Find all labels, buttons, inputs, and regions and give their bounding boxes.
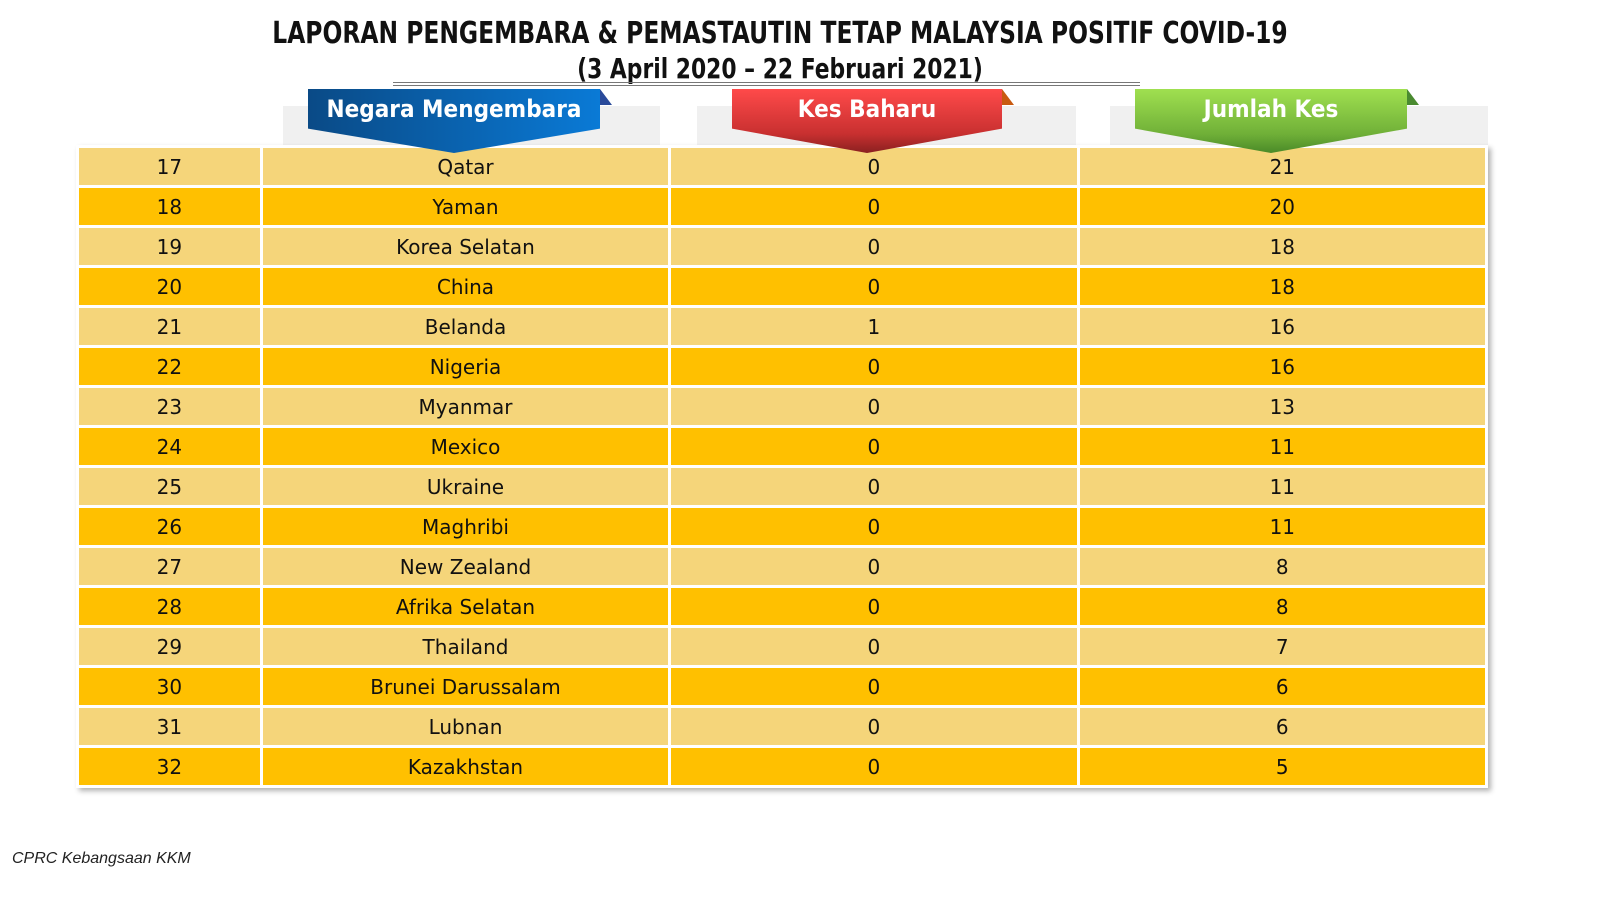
country: Thailand <box>262 628 669 665</box>
table-row: 21 Belanda 1 16 <box>79 308 1485 345</box>
header-kes-baharu: Kes Baharu <box>732 89 1014 153</box>
total-cases: 11 <box>1079 468 1485 505</box>
total-cases: 5 <box>1079 748 1485 785</box>
total-cases: 20 <box>1079 188 1485 225</box>
row-number: 22 <box>79 348 260 385</box>
row-number: 17 <box>79 148 260 185</box>
country: China <box>262 268 669 305</box>
report-subtitle: (3 April 2020 – 22 Februari 2021) <box>577 52 983 85</box>
new-cases: 0 <box>671 668 1077 705</box>
total-cases: 18 <box>1079 228 1485 265</box>
table-row: 29 Thailand 0 7 <box>79 628 1485 665</box>
divider <box>393 85 1140 86</box>
total-cases: 6 <box>1079 708 1485 745</box>
new-cases: 0 <box>671 388 1077 425</box>
country: Afrika Selatan <box>262 588 669 625</box>
row-number: 29 <box>79 628 260 665</box>
country: Lubnan <box>262 708 669 745</box>
header-jumlah-kes: Jumlah Kes <box>1135 89 1419 153</box>
total-cases: 7 <box>1079 628 1485 665</box>
total-cases: 16 <box>1079 308 1485 345</box>
new-cases: 0 <box>671 588 1077 625</box>
total-cases: 13 <box>1079 388 1485 425</box>
new-cases: 0 <box>671 628 1077 665</box>
table-row: 19 Korea Selatan 0 18 <box>79 228 1485 265</box>
row-number: 31 <box>79 708 260 745</box>
table-row: 17 Qatar 0 21 <box>79 148 1485 185</box>
new-cases: 0 <box>671 468 1077 505</box>
table-row: 22 Nigeria 0 16 <box>79 348 1485 385</box>
total-cases: 6 <box>1079 668 1485 705</box>
report-title: LAPORAN PENGEMBARA & PEMASTAUTIN TETAP M… <box>272 16 1288 51</box>
new-cases: 1 <box>671 308 1077 345</box>
row-number: 28 <box>79 588 260 625</box>
country: Brunei Darussalam <box>262 668 669 705</box>
country: Korea Selatan <box>262 228 669 265</box>
cases-table: 17 Qatar 0 21 18 Yaman 0 20 19 Korea Selatan 0 18 20… <box>76 145 1488 788</box>
table-row: 20 China 0 18 <box>79 268 1485 305</box>
new-cases: 0 <box>671 708 1077 745</box>
country: Yaman <box>262 188 669 225</box>
row-number: 23 <box>79 388 260 425</box>
row-number: 19 <box>79 228 260 265</box>
total-cases: 18 <box>1079 268 1485 305</box>
country: Maghribi <box>262 508 669 545</box>
table-row: 18 Yaman 0 20 <box>79 188 1485 225</box>
table-row: 23 Myanmar 0 13 <box>79 388 1485 425</box>
footer-source: CPRC Kebangsaan KKM <box>12 850 191 867</box>
total-cases: 11 <box>1079 508 1485 545</box>
row-number: 18 <box>79 188 260 225</box>
country: Kazakhstan <box>262 748 669 785</box>
table-row: 24 Mexico 0 11 <box>79 428 1485 465</box>
country: New Zealand <box>262 548 669 585</box>
table-row: 31 Lubnan 0 6 <box>79 708 1485 745</box>
total-cases: 16 <box>1079 348 1485 385</box>
new-cases: 0 <box>671 228 1077 265</box>
total-cases: 8 <box>1079 588 1485 625</box>
row-number: 32 <box>79 748 260 785</box>
total-cases: 21 <box>1079 148 1485 185</box>
row-number: 26 <box>79 508 260 545</box>
table-row: 30 Brunei Darussalam 0 6 <box>79 668 1485 705</box>
row-number: 27 <box>79 548 260 585</box>
table-row: 27 New Zealand 0 8 <box>79 548 1485 585</box>
new-cases: 0 <box>671 188 1077 225</box>
new-cases: 0 <box>671 748 1077 785</box>
divider <box>393 82 1140 83</box>
table-row: 26 Maghribi 0 11 <box>79 508 1485 545</box>
country: Qatar <box>262 148 669 185</box>
country: Belanda <box>262 308 669 345</box>
new-cases: 0 <box>671 268 1077 305</box>
row-number: 24 <box>79 428 260 465</box>
table-row: 25 Ukraine 0 11 <box>79 468 1485 505</box>
row-number: 20 <box>79 268 260 305</box>
row-number: 30 <box>79 668 260 705</box>
new-cases: 0 <box>671 348 1077 385</box>
new-cases: 0 <box>671 428 1077 465</box>
row-number: 21 <box>79 308 260 345</box>
country: Nigeria <box>262 348 669 385</box>
table-row: 28 Afrika Selatan 0 8 <box>79 588 1485 625</box>
new-cases: 0 <box>671 548 1077 585</box>
row-number: 25 <box>79 468 260 505</box>
header-negara: Negara Mengembara <box>308 89 612 153</box>
country: Ukraine <box>262 468 669 505</box>
table-row: 32 Kazakhstan 0 5 <box>79 748 1485 785</box>
new-cases: 0 <box>671 508 1077 545</box>
total-cases: 8 <box>1079 548 1485 585</box>
new-cases: 0 <box>671 148 1077 185</box>
country: Mexico <box>262 428 669 465</box>
country: Myanmar <box>262 388 669 425</box>
total-cases: 11 <box>1079 428 1485 465</box>
